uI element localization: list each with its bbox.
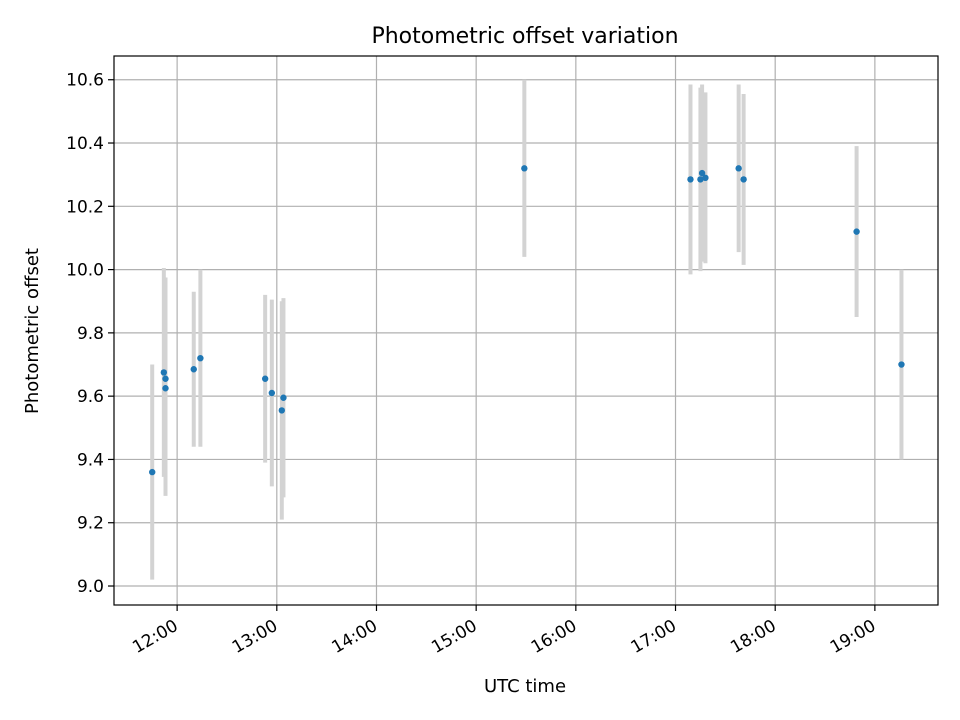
data-point — [853, 228, 860, 235]
y-tick-label: 9.2 — [77, 514, 104, 534]
data-point — [268, 389, 276, 397]
data-points — [149, 165, 905, 476]
data-point — [735, 165, 742, 172]
y-tick-label: 10.0 — [66, 261, 104, 281]
data-point — [160, 369, 168, 376]
y-tick-label: 10.6 — [66, 71, 104, 91]
y-axis-ticks: 9.0 9.2 9.4 9.6 9.8 10.0 10.2 10.4 10.6 — [66, 71, 114, 597]
data-point — [702, 174, 709, 182]
data-point — [197, 354, 204, 362]
data-point — [190, 366, 197, 373]
y-axis-label: Photometric offset — [22, 248, 43, 414]
chart-title: Photometric offset variation — [371, 24, 678, 49]
data-point — [521, 165, 528, 172]
y-tick-label: 10.2 — [66, 197, 104, 217]
data-point — [898, 361, 905, 368]
data-point — [687, 176, 694, 183]
data-point — [280, 394, 287, 401]
data-point — [740, 176, 747, 183]
y-tick-label: 9.4 — [77, 450, 104, 470]
y-tick-label: 9.8 — [77, 324, 104, 344]
y-tick-label: 9.6 — [77, 387, 104, 407]
data-point — [162, 385, 169, 392]
data-point — [261, 375, 269, 382]
x-axis-label: UTC time — [484, 676, 566, 697]
plot-frame — [113, 55, 939, 606]
y-tick-label: 10.4 — [66, 134, 104, 154]
data-point — [278, 407, 285, 414]
y-tick-label: 9.0 — [77, 577, 104, 597]
data-point — [149, 468, 156, 476]
data-point — [697, 176, 704, 183]
data-point — [698, 169, 706, 177]
data-point — [162, 375, 169, 382]
